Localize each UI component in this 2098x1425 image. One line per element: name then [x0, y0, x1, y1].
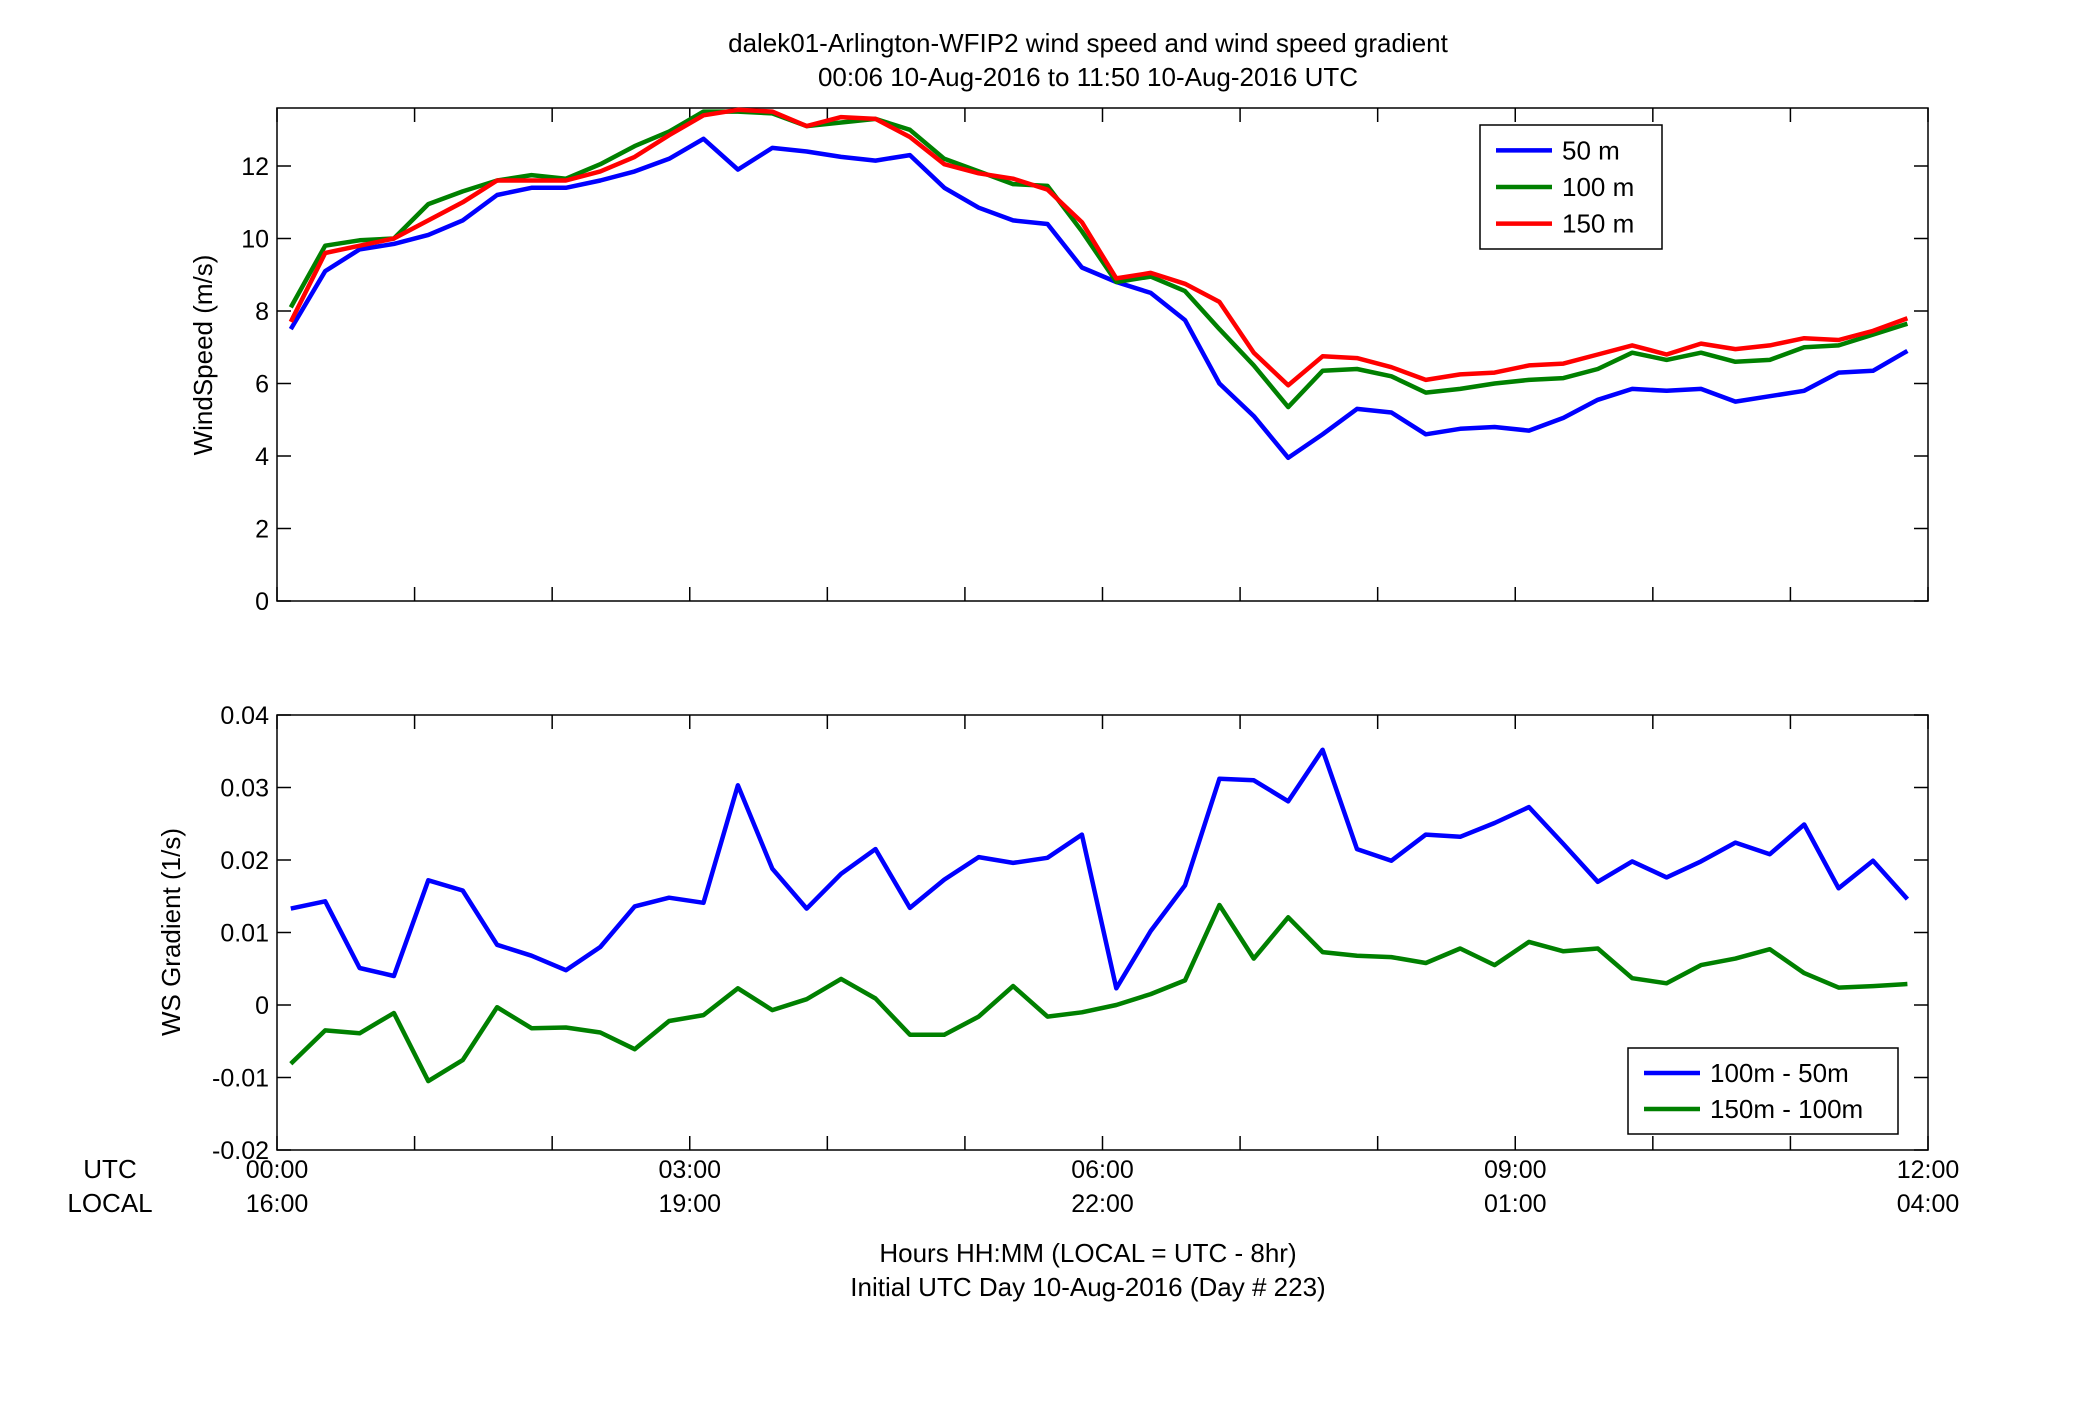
x-tick-label-local: 19:00 [658, 1190, 721, 1218]
gradient-y-axis-label: WS Gradient (1/s) [156, 828, 186, 1036]
x-axis-label-line1: Hours HH:MM (LOCAL = UTC - 8hr) [879, 1238, 1296, 1268]
x-tick-label-local: 01:00 [1484, 1190, 1547, 1218]
gradient-series-line-2 [289, 902, 1908, 1084]
gradient-legend-label: 100m - 50m [1710, 1058, 1849, 1088]
windspeed-ytick-label: 8 [255, 298, 269, 326]
windspeed-ytick-label: 12 [241, 153, 269, 181]
gradient-ytick-label: 0.04 [220, 702, 269, 730]
local-row-label: LOCAL [67, 1188, 152, 1218]
x-axis-label-line2: Initial UTC Day 10-Aug-2016 (Day # 223) [850, 1272, 1325, 1302]
x-tick-label-local: 22:00 [1071, 1190, 1134, 1218]
windspeed-ytick-label: 10 [241, 226, 269, 254]
gradient-ytick-label: 0.02 [220, 847, 269, 875]
figure-title-line2: 00:06 10-Aug-2016 to 11:50 10-Aug-2016 U… [818, 62, 1358, 92]
windspeed-series-line-1 [288, 136, 1909, 461]
gradient-ytick-label: -0.01 [212, 1065, 269, 1093]
windspeed-ytick-label: 2 [255, 516, 269, 544]
x-tick-label-utc: 09:00 [1484, 1156, 1547, 1184]
windspeed-y-axis-label: WindSpeed (m/s) [188, 255, 218, 456]
x-tick-label-local: 04:00 [1897, 1190, 1960, 1218]
gradient-legend [1627, 1047, 1899, 1135]
windspeed-legend-label: 50 m [1562, 135, 1620, 165]
utc-row-label: UTC [83, 1154, 136, 1184]
windspeed-ytick-label: 0 [255, 588, 269, 616]
windspeed-series-line-2 [288, 109, 1909, 410]
gradient-ytick-label: 0 [255, 992, 269, 1020]
x-tick-label-utc: 03:00 [658, 1156, 721, 1184]
windspeed-series-line-3 [288, 107, 1909, 388]
x-tick-label-utc: 00:00 [246, 1156, 309, 1184]
windspeed-plot: 0 2 4 6 8 10 12 WindSpeed (m/s) 50 m 100 m 150 m [188, 107, 1929, 616]
windspeed-legend-label: 150 m [1562, 209, 1634, 239]
gradient-plot: -0.02 -0.01 0 0.01 0.02 0.03 0.04 WS Gradient (… [156, 702, 1929, 1165]
x-tick-label-utc: 06:00 [1071, 1156, 1134, 1184]
x-tick-labels: 00:00 03:00 06:00 09:00 12:00 16:00 19:00 22:00… [246, 1156, 1960, 1218]
x-tick-label-local: 16:00 [246, 1190, 309, 1218]
windspeed-ytick-label: 6 [255, 371, 269, 399]
gradient-ytick-label: -0.02 [212, 1137, 269, 1165]
gradient-ytick-label: 0.01 [220, 920, 269, 948]
windspeed-legend-label: 100 m [1562, 172, 1634, 202]
gradient-legend-label: 150m - 100m [1710, 1094, 1863, 1124]
figure-title-line1: dalek01-Arlington-WFIP2 wind speed and w… [728, 28, 1449, 58]
x-tick-label-utc: 12:00 [1897, 1156, 1960, 1184]
gradient-ytick-label: 0.03 [220, 775, 269, 803]
gradient-series-line-1 [290, 747, 1910, 991]
windspeed-ytick-label: 4 [255, 443, 269, 471]
